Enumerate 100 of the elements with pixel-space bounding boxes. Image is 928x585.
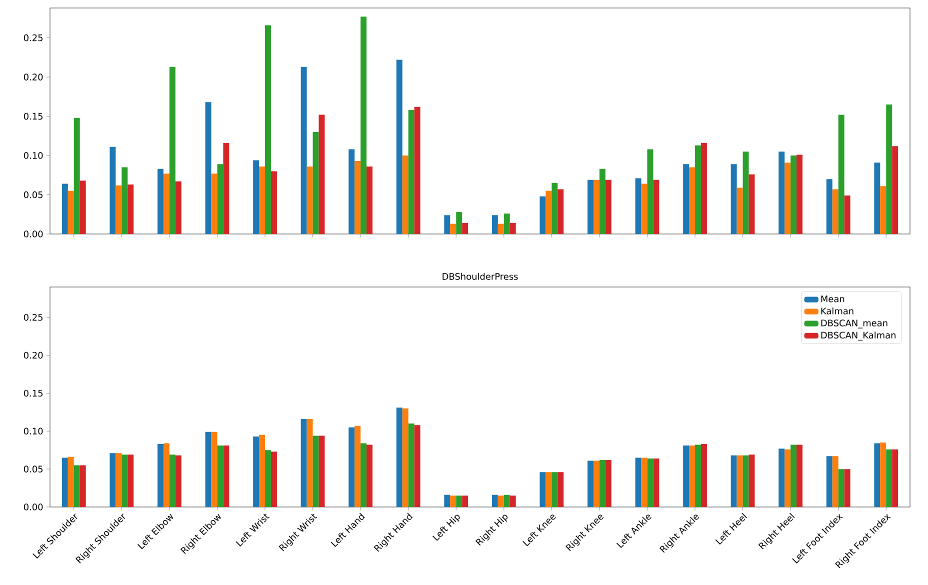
bar [110,146,116,234]
y-tick-label: 0.20 [24,352,43,359]
bar [175,181,182,234]
bar [700,444,707,507]
bar [348,149,355,234]
bar [456,212,462,234]
bar [312,436,319,507]
bar [354,426,361,507]
bar [552,182,558,234]
bar [635,178,642,234]
x-tick-label: Left Hip [432,514,460,541]
bar [62,184,68,234]
bar [74,118,80,234]
bar [826,179,832,234]
bar [492,215,498,234]
bar [647,149,654,234]
bar [892,449,898,507]
bar [546,190,552,234]
bar [163,443,170,507]
bar [158,444,164,507]
bar [62,458,68,507]
bar [653,180,660,234]
bar [80,180,86,234]
bar [360,16,367,234]
bar [874,443,880,507]
bar [462,223,468,234]
bar [259,166,266,234]
bar [348,427,355,507]
bar [402,408,408,507]
bar [700,142,707,234]
bar [605,180,612,234]
bar [880,442,886,507]
bar [128,184,134,234]
bar [306,419,313,507]
bar [444,494,450,507]
bar [402,156,408,234]
bar [558,189,564,234]
bar [408,110,414,234]
bar [312,132,319,234]
bar [444,215,450,234]
bar [128,454,134,507]
bar [217,164,224,234]
bar [360,443,367,507]
bar [74,465,80,507]
bar [366,444,373,507]
bar [826,456,832,507]
bar [306,166,313,234]
bar [683,164,690,234]
bar [653,458,660,507]
bar [790,444,797,507]
legend-label: DBSCAN_Kalman [821,332,896,340]
bar [588,460,594,507]
bar [253,160,260,234]
bar [546,472,552,507]
bar [796,444,803,507]
bar [730,164,737,234]
bar [122,454,128,507]
bar [510,496,516,507]
bar [223,446,230,507]
y-tick-label: 0.25 [24,314,43,321]
y-tick-label: 0.00 [24,504,43,510]
bar [217,446,224,507]
bar [110,453,116,507]
bar [80,465,86,507]
bar [259,434,266,507]
bar [408,424,414,507]
bar [498,224,504,234]
bar [270,452,277,507]
bar [540,472,546,507]
bar [689,446,696,507]
bar [354,161,361,234]
bar [540,196,546,234]
bar [366,166,373,234]
bar [498,496,504,507]
bar [265,25,271,234]
bar [450,224,456,234]
bar [689,167,696,234]
bar [778,152,785,234]
bar [504,214,510,234]
bar [886,104,892,234]
y-tick-label: 0.15 [24,112,43,120]
bar [270,171,277,234]
bar [169,454,176,507]
bar [838,114,844,234]
bar [748,454,755,507]
bar [414,425,420,507]
bar [796,154,803,234]
bar [593,180,600,234]
bar [832,189,838,234]
bar [116,453,122,507]
bar [641,184,648,234]
bar [695,444,701,507]
y-tick-label: 0.05 [24,191,43,198]
bar [175,455,182,507]
bar [456,496,462,507]
bar [886,449,892,507]
bar [605,460,612,507]
legend-label: DBSCAN_mean [821,320,888,328]
bar [211,432,218,507]
bar [874,162,880,234]
